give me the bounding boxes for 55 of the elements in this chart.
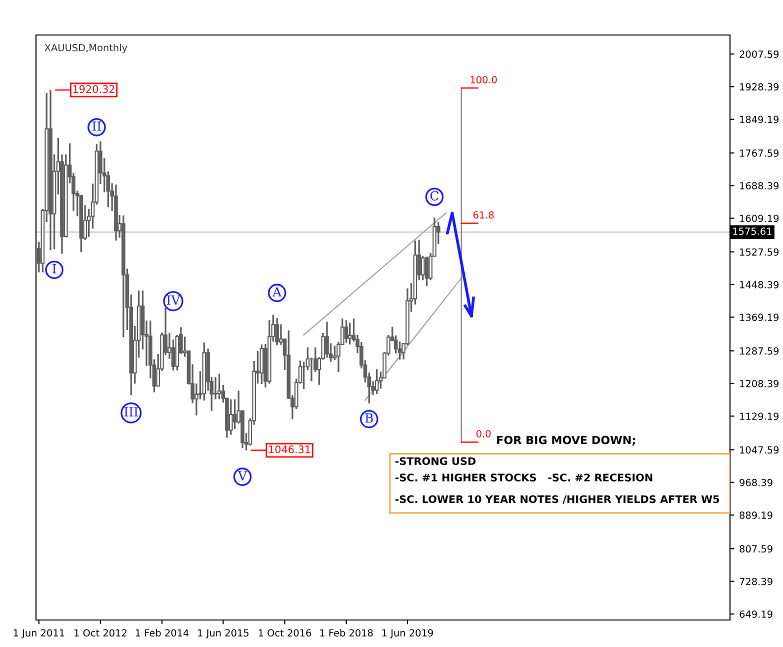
candlestick bbox=[325, 320, 329, 358]
candlestick bbox=[214, 376, 218, 400]
y-tick-label: 1767.59 bbox=[740, 149, 779, 157]
annotation: III bbox=[124, 407, 138, 416]
y-tick-label: 1527.59 bbox=[740, 248, 779, 256]
candlestick bbox=[374, 368, 379, 395]
y-tick-label: 807.59 bbox=[740, 545, 772, 553]
annotation: V bbox=[238, 471, 248, 480]
y-tick-label: 968.39 bbox=[740, 478, 772, 486]
x-tick-label: 1 Oct 2016 bbox=[258, 629, 312, 637]
y-tick-label: 1129.19 bbox=[740, 412, 779, 420]
annotation: 1920.32 bbox=[73, 85, 114, 94]
annotation: IV bbox=[166, 296, 180, 305]
annotation: C bbox=[430, 191, 438, 201]
annotation: II bbox=[92, 122, 101, 131]
y-tick-label: 889.19 bbox=[740, 512, 772, 519]
annotation: -SC. #1 HIGHER STOCKS -SC. #2 RECESION bbox=[395, 474, 652, 482]
annotation: 0.0 bbox=[476, 430, 491, 438]
x-tick-label: 1 Feb 2018 bbox=[320, 629, 373, 637]
annotation: -STRONG USD bbox=[395, 457, 476, 466]
x-tick-label: 1 Jun 2011 bbox=[14, 629, 64, 638]
annotation: B bbox=[365, 413, 373, 423]
y-tick-label: 1609.19 bbox=[740, 214, 779, 222]
x-tick-label: 1 Jun 2019 bbox=[382, 629, 433, 638]
annotation: 1046.31 bbox=[269, 445, 310, 454]
candlestick bbox=[275, 317, 279, 346]
candlestick bbox=[420, 255, 425, 281]
y-tick-label: 649.19 bbox=[740, 610, 772, 618]
y-tick-label: 728.39 bbox=[740, 578, 772, 586]
ref-line-label: 1575.61 bbox=[733, 228, 772, 235]
annotation: FOR BIG MOVE DOWN; bbox=[497, 436, 635, 446]
annotation: 100.0 bbox=[470, 76, 497, 84]
x-tick-label: 1 Jun 2015 bbox=[198, 629, 248, 638]
annotation: A bbox=[272, 287, 282, 296]
y-tick-label: 2007.59 bbox=[740, 50, 779, 58]
x-tick-label: 1 Feb 2014 bbox=[136, 629, 189, 637]
y-tick-label: 1928.39 bbox=[740, 83, 779, 90]
y-tick-label: 1287.59 bbox=[740, 347, 779, 355]
candlestick bbox=[348, 322, 352, 346]
annotation: I bbox=[52, 264, 56, 274]
x-tick-label: 1 Oct 2012 bbox=[74, 629, 126, 637]
text: XAUUSD,Monthly bbox=[44, 44, 128, 54]
y-tick-label: 1448.39 bbox=[740, 281, 779, 288]
y-tick-label: 1047.59 bbox=[740, 446, 779, 454]
y-tick-label: 1849.19 bbox=[740, 116, 779, 124]
annotation: -SC. LOWER 10 YEAR NOTES /HIGHER YIELDS AFTER W5 bbox=[395, 495, 720, 504]
y-tick-label: 1208.39 bbox=[740, 380, 779, 388]
y-tick-label: 1369.19 bbox=[740, 314, 779, 322]
candlestick bbox=[217, 372, 222, 400]
candlestick bbox=[228, 398, 233, 436]
candlestick bbox=[344, 319, 348, 344]
candlestick bbox=[424, 256, 429, 287]
y-tick-label: 1688.39 bbox=[740, 182, 779, 190]
candlestick bbox=[232, 398, 237, 430]
annotation: 61.8 bbox=[473, 211, 494, 219]
